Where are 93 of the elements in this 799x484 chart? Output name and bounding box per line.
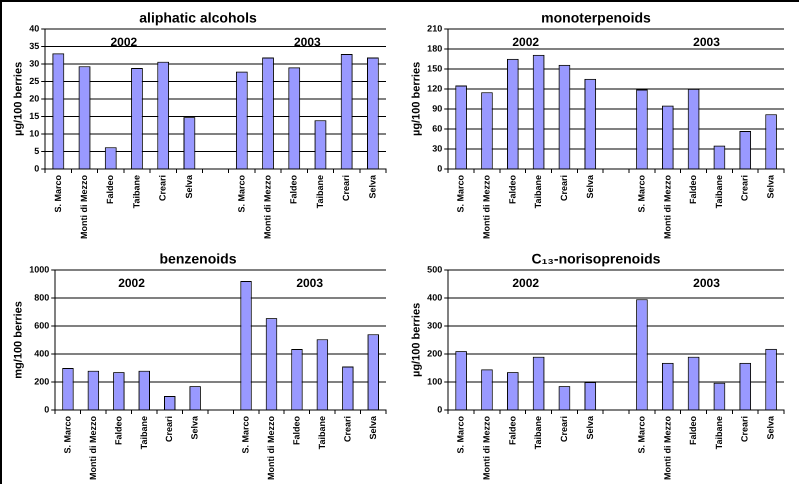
x-tick-label: Monti di Mezzo [88,416,98,480]
x-tick-label: Faldeo [291,416,302,446]
x-tick-label: Faldeo [288,174,299,204]
y-tick-label: 800 [34,292,50,302]
x-tick-label: Faldeo [688,416,698,446]
x-tick-label: Monti di Mezzo [262,174,273,240]
x-tick-label: Creari [558,175,569,202]
x-tick-label: Creari [342,416,352,442]
y-tick-label: 200 [34,376,50,386]
y-tick-label: 90 [432,103,442,114]
x-tick-label: S. Marco [240,416,251,454]
y-tick-label: 150 [427,63,442,74]
y-tick-label: 500 [427,264,442,274]
x-tick-label: Selva [190,415,200,440]
y-tick-label: 400 [427,292,442,302]
x-tick-label: Taibane [533,416,544,450]
x-tick-label: Monti di Mezzo [79,174,90,240]
y-tick-label: 35 [29,40,40,51]
x-tick-label: Selva [367,174,378,199]
x-tick-label: Creari [341,175,352,202]
x-tick-label: Monti di Mezzo [662,416,672,480]
y-tick-label: 0 [34,163,40,174]
x-tick-label: S. Marco [636,416,646,454]
chart-title: aliphatic alcohols [139,9,257,26]
y-axis-title: µg/100 berries [410,302,423,378]
x-tick-label: S. Marco [456,416,466,454]
y-tick-label: 25 [29,76,40,86]
x-tick-label: Faldeo [507,416,518,446]
x-tick-label: Taibane [714,416,724,450]
annotation: 2003 [296,276,324,290]
y-tick-label: 0 [437,404,442,414]
annotation: 2003 [693,276,720,290]
x-tick-label: Selva [184,174,194,199]
y-tick-label: 60 [432,123,442,134]
x-tick-label: Creari [558,416,569,442]
y-tick-label: 200 [427,348,442,358]
x-tick-label: S. Marco [52,174,63,213]
y-tick-label: 30 [432,143,442,154]
x-tick-label: Taibane [138,416,149,450]
y-axis-title: mg/100 berries [12,301,25,379]
y-tick-label: 180 [427,43,442,54]
x-tick-label: Selva [368,415,378,440]
x-tick-label: Creari [164,416,174,442]
y-tick-label: 30 [29,58,40,68]
x-tick-label: Taibane [131,175,142,208]
x-tick-label: Creari [740,416,750,442]
chart-title: benzenoids [159,250,237,266]
y-tick-label: 0 [437,163,442,174]
chart-title: C₁₃-norisoprenoids [532,250,661,266]
y-tick-label: 15 [29,110,40,121]
x-tick-label: Faldeo [105,174,116,204]
x-tick-label: Monti di Mezzo [266,416,276,480]
annotation: 2002 [512,35,540,50]
y-tick-label: 40 [29,23,40,34]
x-tick-label: Monti di Mezzo [662,174,672,240]
annotation: 2003 [693,35,720,50]
y-tick-label: 600 [34,320,50,330]
x-tick-label: Taibane [314,175,325,208]
annotation: 2003 [294,35,322,50]
y-tick-label: 0 [44,404,50,414]
y-tick-label: 210 [427,23,442,34]
x-tick-label: S. Marco [456,174,466,213]
x-tick-label: S. Marco [636,174,646,213]
y-axis-title: µg/100 berries [12,62,25,136]
x-tick-label: S. Marco [62,416,72,454]
x-tick-label: Taibane [316,416,327,450]
x-tick-label: Faldeo [688,174,698,204]
y-tick-label: 1000 [29,264,50,274]
y-tick-label: 100 [427,376,442,386]
annotation: 2002 [110,35,138,50]
y-tick-label: 300 [427,320,442,330]
x-tick-label: Monti di Mezzo [481,174,492,240]
annotation: 2002 [118,276,146,290]
annotation: 2002 [512,276,540,290]
x-tick-label: Selva [766,415,776,440]
x-tick-label: Selva [584,174,595,199]
y-tick-label: 5 [34,146,40,156]
x-tick-label: Creari [740,175,750,202]
x-tick-label: Faldeo [507,174,518,204]
chart-title: monoterpenoids [541,9,652,26]
y-axis-title: µg/100 berries [410,62,423,136]
x-tick-label: Monti di Mezzo [481,416,492,480]
x-tick-label: Selva [584,415,595,440]
x-tick-label: Creari [158,175,168,202]
x-tick-label: Faldeo [113,416,124,446]
x-tick-label: Taibane [533,175,544,208]
y-tick-label: 120 [427,83,442,94]
x-tick-label: S. Marco [236,174,246,213]
x-tick-label: Taibane [714,175,724,208]
y-tick-label: 20 [29,93,40,104]
y-tick-label: 400 [34,348,50,358]
y-tick-label: 10 [29,128,40,138]
x-tick-label: Selva [766,174,776,199]
